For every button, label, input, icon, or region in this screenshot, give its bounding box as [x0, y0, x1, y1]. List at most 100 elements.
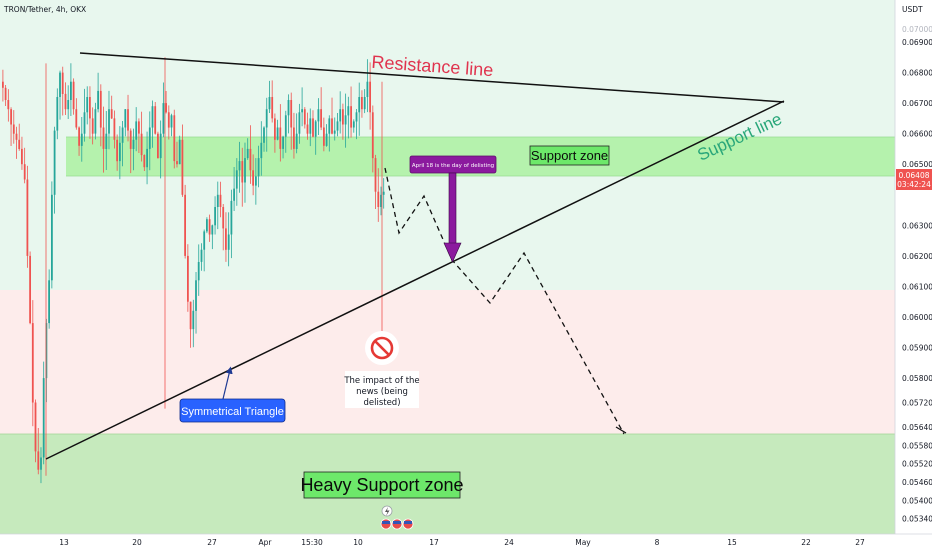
last-price-tag: [896, 169, 932, 190]
candle-body: [138, 121, 140, 134]
candle-body: [89, 97, 91, 119]
price-tick-label: 0.06300: [902, 221, 932, 230]
resistance-line: [79, 52, 785, 103]
candle-body: [108, 109, 110, 134]
candle-body: [23, 164, 26, 180]
candle-body: [225, 228, 227, 250]
time-tick-label: 27: [207, 538, 217, 547]
symbol-title: TRON/Tether, 4h, OKX: [3, 5, 86, 14]
candle-body: [320, 109, 322, 128]
candle-body: [331, 118, 333, 134]
candle-body: [148, 127, 151, 149]
candle-body: [284, 115, 287, 137]
price-tick-label: 0.06200: [902, 252, 932, 261]
candle-body: [154, 106, 157, 134]
candle-body: [382, 191, 385, 195]
economic-events-icons[interactable]: [380, 518, 414, 530]
candle-body: [10, 109, 12, 125]
triangle-pointer: [222, 366, 233, 400]
candle-body: [274, 118, 276, 140]
candle-body: [235, 170, 238, 189]
candle-body: [61, 72, 64, 94]
candle-body: [124, 109, 127, 128]
candle-body: [301, 109, 303, 113]
candle-body: [371, 112, 374, 159]
candle-body: [67, 100, 70, 110]
candle-body: [157, 133, 159, 159]
candle-body: [143, 155, 146, 168]
price-tick-label: 0.06000: [902, 313, 932, 322]
candle-body: [227, 234, 230, 250]
candle-body: [102, 127, 105, 149]
candle-body: [192, 310, 195, 330]
candle-body: [129, 130, 132, 149]
heavy-support-label: Heavy Support zone: [300, 475, 463, 495]
candle-body: [197, 262, 200, 281]
time-tick-label: 15: [727, 538, 737, 547]
price-tick-label: 0.05900: [902, 344, 932, 353]
candle-body: [78, 127, 80, 146]
candle-body: [45, 323, 48, 379]
triangle-box: [179, 398, 286, 423]
candle-body: [377, 191, 380, 207]
no-entry-slash: [374, 340, 390, 356]
price-tick-label: 0.06900: [902, 38, 932, 47]
candle-body: [325, 133, 328, 146]
candle-body: [187, 255, 189, 302]
candle-body: [70, 81, 72, 100]
candle-body: [206, 219, 208, 232]
time-tick-label: 8: [655, 538, 660, 547]
plot-background-lower: [0, 290, 895, 434]
price-tick-label: 0.05720: [902, 399, 932, 408]
candle-body: [380, 194, 382, 207]
candle-body: [4, 87, 7, 100]
candle-body: [222, 207, 225, 229]
candle-body: [263, 127, 265, 143]
candle-body: [116, 139, 118, 162]
candle-body: [146, 148, 148, 168]
candle-body: [244, 158, 246, 183]
candle-body: [184, 194, 186, 256]
candle-body: [255, 176, 257, 186]
candle-body: [366, 81, 369, 97]
candle-body: [344, 115, 347, 125]
candle-body: [295, 133, 298, 149]
candle-body: [119, 142, 121, 162]
candle-body: [7, 100, 10, 110]
candle-body: [42, 378, 45, 458]
time-axis[interactable]: [0, 534, 932, 550]
candle-body: [342, 109, 344, 125]
price-tick-label: 0.05340: [902, 515, 932, 524]
candle-body: [140, 133, 143, 156]
candle-body: [173, 115, 176, 162]
candle-body: [21, 148, 23, 165]
candle-body: [374, 158, 377, 192]
candle-body: [29, 255, 31, 324]
candle-body: [369, 81, 371, 113]
support-line: [45, 100, 785, 460]
time-tick-label: 20: [132, 538, 142, 547]
delisting-arrow-shaft: [448, 172, 457, 245]
no-entry-icon: [370, 336, 394, 360]
candle-body: [347, 106, 350, 116]
price-axis[interactable]: [895, 0, 932, 550]
last-price-value: 0.06408: [898, 171, 929, 180]
delisting-arrow-head: [443, 242, 462, 263]
candle-body: [363, 97, 366, 110]
candle-body: [37, 451, 40, 470]
candle-body: [252, 170, 254, 186]
price-tick-label: 0.06800: [902, 69, 932, 78]
candle-body: [211, 225, 214, 235]
time-tick-label: 10: [353, 538, 363, 547]
candle-countdown: 03:42:24: [897, 180, 931, 189]
time-axis-ticks: 13 20 27 Apr 15:30 10 17 24 May 8 15 22 27: [59, 538, 865, 547]
triangle-label: Symmetrical Triangle: [181, 406, 284, 418]
candle-body: [238, 161, 241, 171]
candle-body: [91, 118, 94, 134]
candle-body: [219, 194, 222, 207]
candle-body: [97, 90, 99, 110]
candle-body: [208, 219, 211, 235]
time-tick-label: 13: [59, 538, 69, 547]
time-tick-label: 22: [801, 538, 811, 547]
